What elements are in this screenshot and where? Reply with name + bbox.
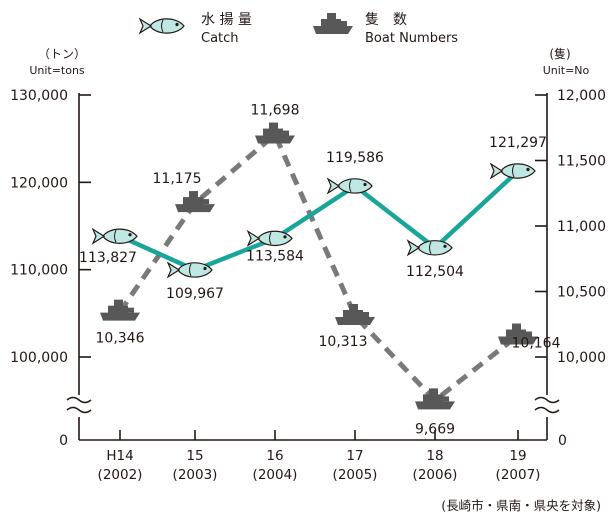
right-axis-break	[534, 396, 560, 414]
axes	[78, 93, 548, 441]
fish-icon	[139, 18, 185, 34]
right-tick-label: 10,000	[557, 350, 606, 366]
catch-marker	[407, 240, 453, 256]
legend-catch-en: Catch	[201, 31, 239, 46]
right-axis-unit-jp: (隻)	[549, 46, 570, 61]
boat-data-label: 10,313	[319, 334, 368, 350]
legend-boat-jp: 隻 数	[365, 12, 407, 28]
right-tick-label: 11,000	[557, 219, 606, 235]
x-tick-label: 18 (2006)	[413, 448, 458, 483]
x-tick-label: 19 (2007)	[496, 448, 541, 483]
left-zero-label: 0	[59, 433, 68, 449]
catch-marker	[167, 262, 213, 278]
left-axis-ticks: 100,000 110,000 120,000 130,000 0	[10, 88, 91, 449]
boat-numbers-line	[117, 132, 520, 403]
boat-marker	[335, 303, 375, 325]
left-tick-label: 130,000	[10, 88, 68, 104]
data-labels: 113,827 109,967 113,584 119,586 112,504 121,2…	[79, 103, 561, 438]
catch-line	[119, 169, 520, 273]
boat-icon	[313, 13, 353, 34]
x-tick-label: 17 (2005)	[333, 448, 378, 483]
boat-data-label: 10,164	[512, 336, 561, 352]
catch-data-label: 109,967	[166, 286, 224, 302]
left-axis-break	[66, 396, 92, 414]
catch-data-label: 119,586	[326, 150, 384, 166]
catch-data-label: 113,584	[246, 248, 304, 264]
right-tick-label: 10,500	[557, 285, 606, 301]
right-tick-label: 11,500	[557, 154, 606, 170]
x-tick-label: 15 (2003)	[173, 448, 218, 483]
left-axis-unit-en: Unit=tons	[29, 64, 85, 77]
catch-data-label: 112,504	[406, 264, 464, 280]
coverage-note: (長崎市・県南・県央を対象)	[441, 498, 601, 513]
x-axis-ticks: H14 (2002) 15 (2003) 16 (2004) 17 (2005) 18 (2006…	[98, 430, 541, 483]
right-axis-unit-en: Unit=No	[543, 64, 590, 77]
boat-marker	[255, 122, 295, 144]
boat-data-label: 9,669	[415, 421, 455, 437]
legend: 水 揚 量 Catch 隻 数 Boat Numbers	[139, 11, 458, 46]
boat-data-label: 11,698	[251, 103, 300, 119]
catch-data-label: 113,827	[79, 250, 137, 266]
boat-data-label: 10,346	[96, 331, 145, 347]
left-tick-label: 100,000	[10, 350, 68, 366]
left-axis-unit-jp: （トン）	[38, 47, 86, 61]
boat-markers	[100, 122, 538, 410]
catch-data-label: 121,297	[489, 135, 547, 151]
x-tick-label: 16 (2004)	[253, 448, 298, 483]
axis-break-marks	[66, 395, 560, 417]
x-tick-label: H14 (2002)	[98, 448, 143, 483]
catch-marker	[490, 163, 536, 179]
left-tick-label: 120,000	[10, 175, 68, 191]
catch-marker	[247, 230, 293, 247]
catch-marker	[327, 178, 373, 194]
left-tick-label: 110,000	[10, 263, 68, 279]
right-axis-ticks: 10,000 10,500 11,000 11,500 12,000 0	[535, 88, 606, 449]
right-tick-label: 12,000	[557, 88, 606, 104]
right-zero-label: 0	[558, 433, 567, 449]
boat-data-label: 11,175	[153, 171, 202, 187]
boat-marker	[100, 299, 140, 321]
legend-catch-jp: 水 揚 量	[201, 11, 252, 28]
catch-marker	[92, 228, 138, 244]
legend-boat-en: Boat Numbers	[365, 31, 458, 46]
